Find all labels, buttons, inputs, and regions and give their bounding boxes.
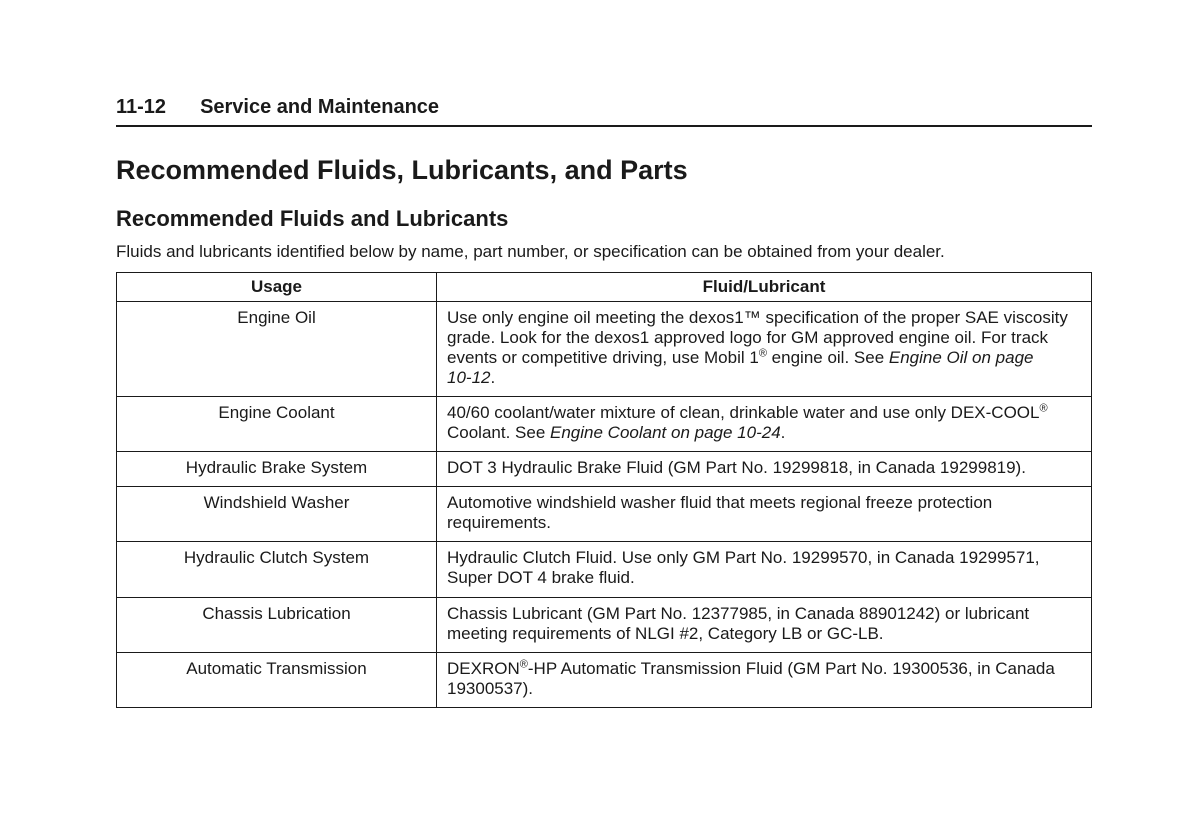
running-header: 11-12 Service and Maintenance <box>116 96 1092 127</box>
table-row: Hydraulic Clutch SystemHydraulic Clutch … <box>117 542 1092 597</box>
table-row: Hydraulic Brake SystemDOT 3 Hydraulic Br… <box>117 452 1092 487</box>
table-row: Chassis LubricationChassis Lubricant (GM… <box>117 597 1092 652</box>
page-number: 11-12 <box>116 96 166 119</box>
usage-cell: Chassis Lubrication <box>117 597 437 652</box>
fluid-cell: Use only engine oil meeting the dexos1™ … <box>437 302 1092 397</box>
usage-cell: Hydraulic Brake System <box>117 452 437 487</box>
section-title: Service and Maintenance <box>200 96 439 119</box>
page-title-h1: Recommended Fluids, Lubricants, and Part… <box>116 155 1092 186</box>
fluid-cell: Automotive windshield washer fluid that … <box>437 487 1092 542</box>
fluid-cell: DEXRON®-HP Automatic Transmission Fluid … <box>437 652 1092 707</box>
page-title-h2: Recommended Fluids and Lubricants <box>116 206 1092 232</box>
table-row: Windshield WasherAutomotive windshield w… <box>117 487 1092 542</box>
table-row: Engine OilUse only engine oil meeting th… <box>117 302 1092 397</box>
fluid-cell: Chassis Lubricant (GM Part No. 12377985,… <box>437 597 1092 652</box>
usage-cell: Hydraulic Clutch System <box>117 542 437 597</box>
intro-paragraph: Fluids and lubricants identified below b… <box>116 242 1092 262</box>
usage-cell: Automatic Transmission <box>117 652 437 707</box>
table-row: Automatic TransmissionDEXRON®-HP Automat… <box>117 652 1092 707</box>
table-row: Engine Coolant40/60 coolant/water mixtur… <box>117 397 1092 452</box>
fluids-table: Usage Fluid/Lubricant Engine OilUse only… <box>116 272 1092 708</box>
fluid-cell: DOT 3 Hydraulic Brake Fluid (GM Part No.… <box>437 452 1092 487</box>
col-header-usage: Usage <box>117 273 437 302</box>
usage-cell: Engine Coolant <box>117 397 437 452</box>
fluid-cell: 40/60 coolant/water mixture of clean, dr… <box>437 397 1092 452</box>
usage-cell: Windshield Washer <box>117 487 437 542</box>
col-header-fluid: Fluid/Lubricant <box>437 273 1092 302</box>
fluid-cell: Hydraulic Clutch Fluid. Use only GM Part… <box>437 542 1092 597</box>
usage-cell: Engine Oil <box>117 302 437 397</box>
table-header-row: Usage Fluid/Lubricant <box>117 273 1092 302</box>
